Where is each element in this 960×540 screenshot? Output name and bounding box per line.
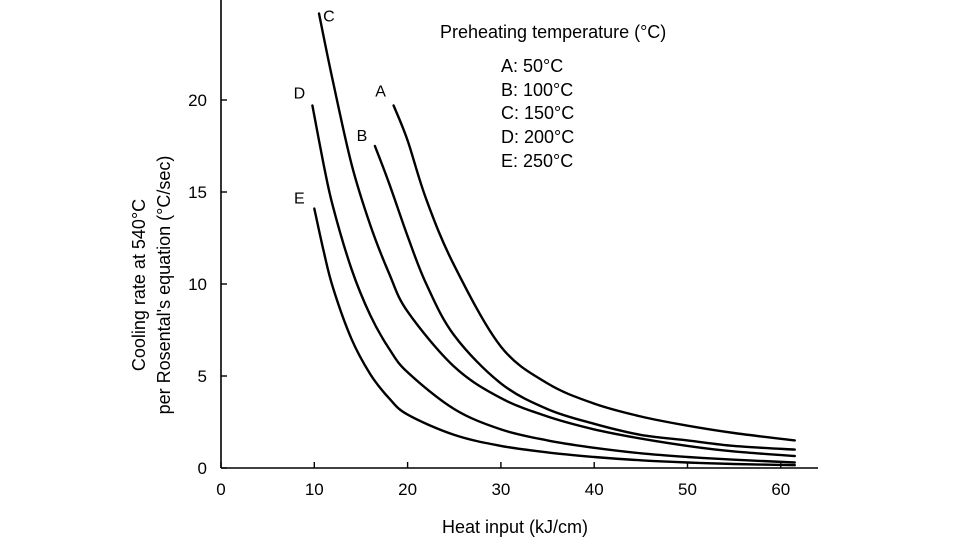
x-axis-label: Heat input (kJ/cm) bbox=[442, 517, 588, 537]
series-label-a: A bbox=[375, 84, 386, 101]
series-label-c: C bbox=[323, 9, 335, 26]
axis-labels: Heat input (kJ/cm) Cooling rate at 540°C… bbox=[129, 156, 588, 537]
legend: Preheating temperature (°C) A: 50°C B: 1… bbox=[440, 22, 666, 171]
legend-entry-c: C: 150°C bbox=[501, 103, 574, 123]
series-line-d bbox=[311, 104, 796, 464]
series-line-e bbox=[313, 207, 796, 467]
ticks: 0 10 20 30 40 50 60 0 5 10 15 20 bbox=[188, 91, 790, 499]
series-label-b: B bbox=[357, 128, 368, 145]
series-line-c bbox=[317, 12, 796, 458]
curves: A B C D E bbox=[294, 9, 796, 467]
y-tick-label: 20 bbox=[188, 91, 207, 110]
x-tick-label: 60 bbox=[771, 480, 790, 499]
legend-entry-a: A: 50°C bbox=[501, 56, 563, 76]
y-tick-label: 10 bbox=[188, 275, 207, 294]
legend-entry-d: D: 200°C bbox=[501, 127, 574, 147]
y-axis-label-line-2: per Rosental's equation (°C/sec) bbox=[154, 156, 174, 415]
axes bbox=[220, 0, 818, 469]
y-tick-label: 0 bbox=[198, 459, 207, 478]
series-label-e: E bbox=[294, 191, 305, 208]
x-tick-label: 0 bbox=[216, 480, 225, 499]
series-line-a bbox=[392, 104, 796, 442]
y-tick-label: 5 bbox=[198, 367, 207, 386]
series-line-b bbox=[373, 144, 796, 451]
x-tick-label: 40 bbox=[585, 480, 604, 499]
x-tick-label: 50 bbox=[678, 480, 697, 499]
legend-entry-b: B: 100°C bbox=[501, 80, 573, 100]
y-tick-label: 15 bbox=[188, 183, 207, 202]
y-axis-label-line-1: Cooling rate at 540°C bbox=[129, 199, 149, 371]
legend-entry-e: E: 250°C bbox=[501, 151, 573, 171]
x-tick-label: 30 bbox=[491, 480, 510, 499]
x-tick-label: 20 bbox=[398, 480, 417, 499]
x-tick-label: 10 bbox=[305, 480, 324, 499]
legend-title: Preheating temperature (°C) bbox=[440, 22, 666, 42]
series-label-d: D bbox=[294, 86, 306, 103]
